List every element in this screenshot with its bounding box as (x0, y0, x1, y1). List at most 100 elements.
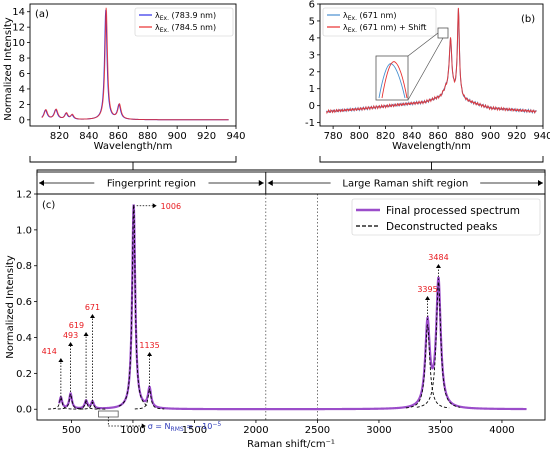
spectrum-line-b-2 (326, 7, 537, 115)
x-tick-label-b: 920 (507, 131, 526, 142)
x-tick-label-b: 840 (402, 131, 421, 142)
x-tick-label-c: 3500 (428, 425, 453, 436)
y-tick-label-b: 1 (309, 84, 315, 95)
x-tick-label-a: 860 (109, 131, 128, 142)
panel-a: 820 840 860 880 900 920 940 0 2 4 6 8 10 12 14 Waveleng… (3, 3, 246, 152)
peak-annotation-arrowhead (83, 332, 89, 336)
peak-annotation-label: 1006 (161, 202, 181, 211)
noise-box (98, 410, 119, 418)
deconstructed-peak-line (118, 204, 149, 407)
x-tick-label-a: 880 (138, 131, 157, 142)
peak-annotation-arrowhead (58, 358, 64, 362)
y-tick-label-a: 8 (19, 54, 25, 65)
x-tick-label-c: 1500 (182, 425, 207, 436)
legend-entry-c: Final processed spectrum (386, 205, 520, 217)
peak-annotation-arrowhead (89, 314, 95, 318)
peak-annotation-label: 3484 (428, 253, 448, 262)
deconstructed-peak-line (416, 280, 461, 408)
x-tick-label-b: 780 (324, 131, 343, 142)
inset-line-b-1 (378, 63, 406, 99)
y-tick-label-c: 1.0 (16, 225, 32, 236)
y-tick-label-b: 5 (309, 16, 315, 27)
y-tick-label-a: 2 (19, 100, 25, 111)
peak-annotation-label: 414 (42, 347, 57, 356)
peak-annotation-arrowhead (152, 203, 157, 209)
peak-annotation-arrowhead (68, 342, 74, 346)
legend-c: Final processed spectrum Deconstructed pe… (351, 198, 541, 236)
y-tick-label-b: 4 (309, 33, 315, 44)
panel-label-b: (b) (521, 14, 535, 25)
deconstructed-peak-line (134, 388, 165, 410)
y-tick-label-c: 0.2 (16, 369, 32, 380)
x-tick-label-a: 840 (79, 131, 98, 142)
plot-frame-c (36, 193, 546, 421)
x-tick-label-b: 900 (481, 131, 500, 142)
deconstructed-peak-line (79, 401, 106, 410)
region-label-bg (330, 176, 481, 189)
spectrum-line-a-2 (41, 7, 229, 121)
y-tick-label-c: 0.8 (16, 261, 32, 272)
panel-c: Fingerprint region Large Raman shift regi… (5, 171, 546, 450)
legend-frame-a (134, 7, 234, 37)
y-tick-label-b: 0 (309, 101, 315, 112)
y-tick-label-c: 0.6 (16, 297, 32, 308)
legend-entry-a: λEx. (783.9 nm) (155, 11, 216, 22)
legend-frame-c (351, 198, 541, 236)
x-tick-label-b: 800 (350, 131, 369, 142)
x-tick-label-c: 2000 (243, 425, 268, 436)
panel-b: 780 800 820 840 860 880 900 920 940 -1 0 1 2 3 4 5 6 Wave… (305, 0, 550, 152)
peak-annotation-label: 3395 (417, 285, 437, 294)
peak-annotation-arrowhead (147, 352, 153, 356)
region-arrow-head (39, 180, 44, 186)
zoom-connector-b (407, 32, 439, 57)
x-axis-label-c: Raman shift/cm⁻¹ (247, 439, 335, 450)
legend-b: λEx. (671 nm)λEx. (671 nm) + Shift (322, 7, 437, 37)
peak-annotation-label: 1135 (139, 341, 159, 350)
y-tick-label-b: 2 (309, 67, 315, 78)
x-tick-label-c: 3000 (366, 425, 391, 436)
y-tick-label-a: 12 (12, 23, 25, 34)
zoom-connector-b (407, 37, 444, 101)
x-tick-label-c: 500 (62, 425, 81, 436)
legend-a: λEx. (783.9 nm)λEx. (784.5 nm) (134, 7, 234, 37)
y-tick-label-c: 1.2 (16, 190, 32, 201)
x-tick-label-a: 940 (226, 131, 245, 142)
deconstructed-peak-line (405, 324, 450, 409)
legend-entry-b: λEx. (671 nm) (343, 11, 396, 22)
peak-annotation-arrowhead (425, 296, 431, 300)
region-arrow-head (258, 180, 264, 186)
y-tick-label-c: 0.4 (16, 333, 32, 344)
y-tick-label-a: 4 (19, 84, 25, 95)
y-axis-label-a: Normalized Intensity (3, 17, 14, 120)
y-tick-label-a: 14 (12, 7, 25, 18)
x-axis-label-b: Wavelength/nm (392, 141, 471, 152)
x-tick-label-b: 940 (533, 131, 550, 142)
region-label: Fingerprint region (107, 179, 196, 190)
noise-annotation: σ = NRMS = ~10−5 (148, 421, 222, 433)
noise-arrowhead (141, 423, 146, 429)
x-tick-label-a: 820 (50, 131, 69, 142)
x-tick-label-a: 900 (168, 131, 187, 142)
peak-annotation-label: 619 (69, 321, 84, 330)
x-tick-label-b: 860 (429, 131, 448, 142)
legend-frame-b (322, 7, 437, 37)
panel-label-c: (c) (42, 200, 55, 211)
x-tick-label-b: 880 (455, 131, 474, 142)
x-axis-label-a: Wavelength/nm (94, 141, 173, 152)
y-axis-label-c: Normalized Intensity (5, 255, 16, 358)
region-label-bg (94, 176, 209, 189)
y-tick-label-a: 0 (19, 115, 25, 126)
deconstructed-peak-line (48, 397, 74, 410)
region-arrow-head (538, 180, 543, 186)
x-tick-label-c: 4000 (489, 425, 514, 436)
y-tick-label-b: 6 (309, 0, 315, 11)
peak-annotation-label: 671 (85, 303, 100, 312)
legend-entry-b: λEx. (671 nm) + Shift (343, 23, 426, 34)
peak-annotation-label: 493 (63, 331, 78, 340)
bracket (319, 156, 544, 163)
panel-label-a: (a) (35, 9, 49, 20)
y-tick-label-c: 0.0 (16, 405, 32, 416)
deconstructed-peak-line (73, 400, 99, 410)
y-tick-label-a: 10 (12, 38, 25, 49)
